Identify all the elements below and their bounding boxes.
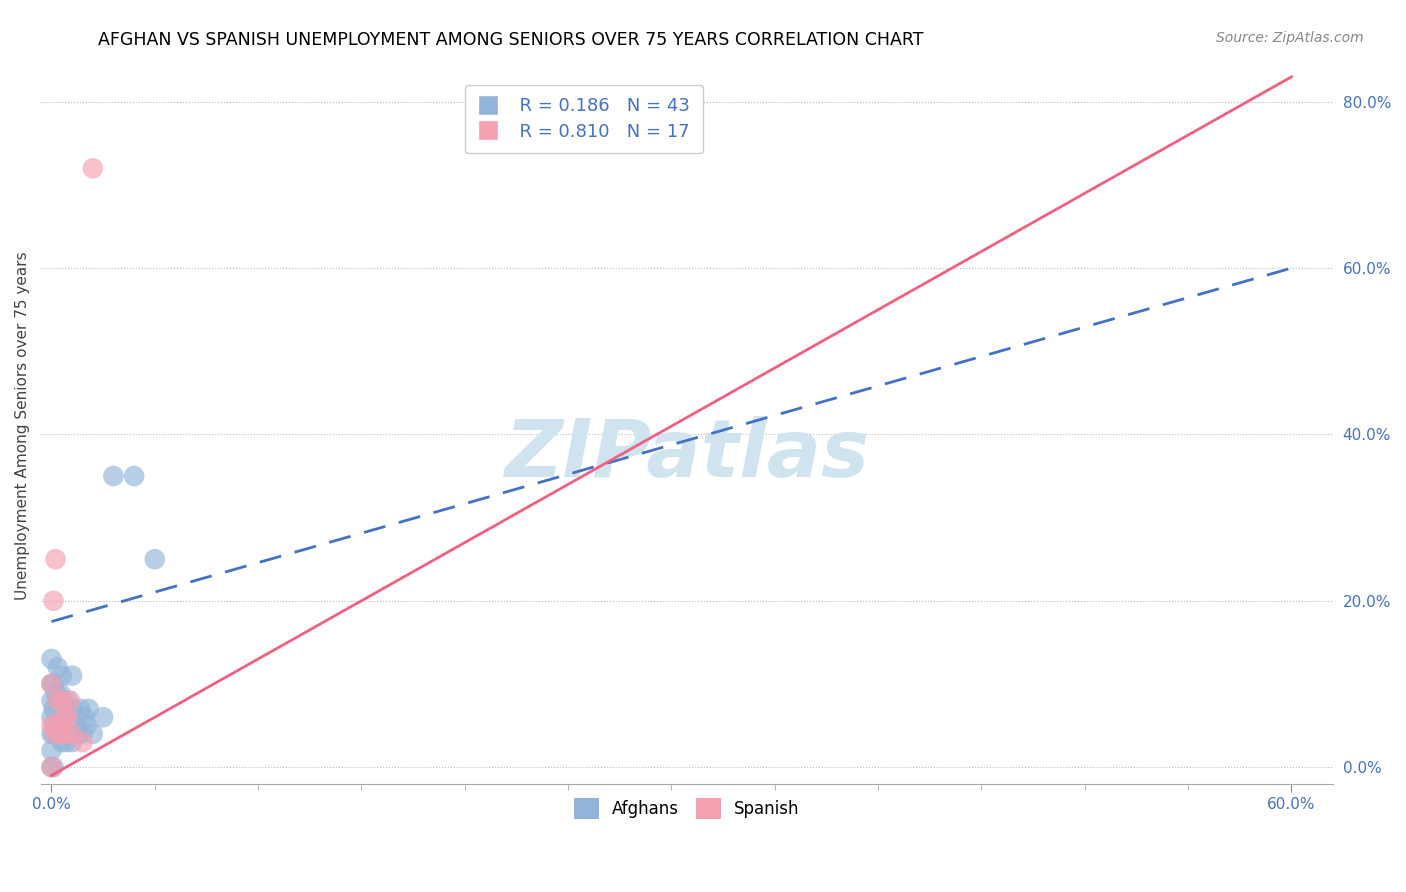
Point bbox=[91, 710, 114, 724]
Point bbox=[46, 693, 69, 707]
Point bbox=[56, 710, 79, 724]
Point bbox=[55, 702, 77, 716]
Point bbox=[77, 702, 100, 716]
Point bbox=[65, 718, 87, 732]
Point bbox=[103, 469, 125, 483]
Point bbox=[45, 727, 67, 741]
Text: ZIPatlas: ZIPatlas bbox=[505, 416, 869, 494]
Point bbox=[52, 693, 75, 707]
Point bbox=[55, 727, 77, 741]
Point bbox=[67, 727, 90, 741]
Point bbox=[76, 718, 98, 732]
Point bbox=[143, 552, 166, 566]
Point bbox=[52, 727, 75, 741]
Text: AFGHAN VS SPANISH UNEMPLOYMENT AMONG SENIORS OVER 75 YEARS CORRELATION CHART: AFGHAN VS SPANISH UNEMPLOYMENT AMONG SEN… bbox=[98, 31, 924, 49]
Point bbox=[41, 718, 63, 732]
Point bbox=[41, 677, 63, 691]
Point bbox=[42, 702, 65, 716]
Legend: Afghans, Spanish: Afghans, Spanish bbox=[568, 792, 807, 825]
Point bbox=[72, 727, 94, 741]
Point bbox=[45, 718, 67, 732]
Point bbox=[51, 693, 73, 707]
Point bbox=[56, 727, 79, 741]
Point bbox=[60, 668, 83, 682]
Point bbox=[42, 718, 65, 732]
Point bbox=[51, 702, 73, 716]
Point bbox=[51, 735, 73, 749]
Point bbox=[72, 735, 94, 749]
Point bbox=[55, 735, 77, 749]
Point bbox=[41, 693, 63, 707]
Point bbox=[59, 693, 82, 707]
Point bbox=[52, 710, 75, 724]
Point bbox=[41, 760, 63, 774]
Point bbox=[42, 760, 65, 774]
Y-axis label: Unemployment Among Seniors over 75 years: Unemployment Among Seniors over 75 years bbox=[15, 252, 30, 600]
Text: Source: ZipAtlas.com: Source: ZipAtlas.com bbox=[1216, 31, 1364, 45]
Point bbox=[42, 677, 65, 691]
Point bbox=[41, 652, 63, 666]
Point bbox=[69, 702, 91, 716]
Point bbox=[41, 677, 63, 691]
Point bbox=[46, 693, 69, 707]
Point bbox=[41, 710, 63, 724]
Point bbox=[82, 727, 104, 741]
Point bbox=[45, 552, 67, 566]
Point bbox=[45, 685, 67, 699]
Point bbox=[82, 161, 104, 176]
Point bbox=[122, 469, 145, 483]
Point bbox=[42, 594, 65, 608]
Point bbox=[48, 685, 70, 699]
Point bbox=[46, 660, 69, 674]
Point bbox=[41, 727, 63, 741]
Point bbox=[46, 727, 69, 741]
Point bbox=[59, 718, 82, 732]
Point bbox=[73, 710, 96, 724]
Point bbox=[41, 760, 63, 774]
Point bbox=[41, 743, 63, 757]
Point bbox=[48, 727, 70, 741]
Point bbox=[51, 668, 73, 682]
Point bbox=[42, 727, 65, 741]
Point bbox=[60, 735, 83, 749]
Point bbox=[56, 693, 79, 707]
Point bbox=[48, 718, 70, 732]
Point bbox=[60, 727, 83, 741]
Point bbox=[60, 702, 83, 716]
